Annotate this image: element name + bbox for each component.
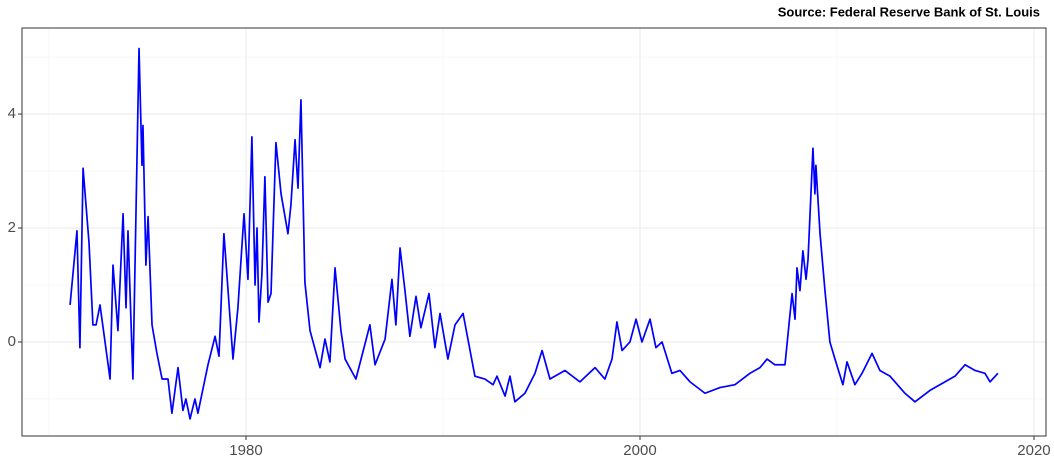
line — [69, 47, 999, 420]
x-tick-label: 2000 — [623, 442, 656, 459]
panel-border — [21, 27, 1047, 437]
x-tick-label: 1980 — [229, 442, 262, 459]
y-tick-label: 4 — [8, 105, 16, 122]
panel — [22, 28, 1046, 436]
y-tick-label: 0 — [8, 333, 16, 350]
x-tick-label: 2020 — [1017, 442, 1050, 459]
chart-source: Source: Federal Reserve Bank of St. Loui… — [778, 4, 1040, 19]
y-tick-label: 2 — [8, 219, 16, 236]
